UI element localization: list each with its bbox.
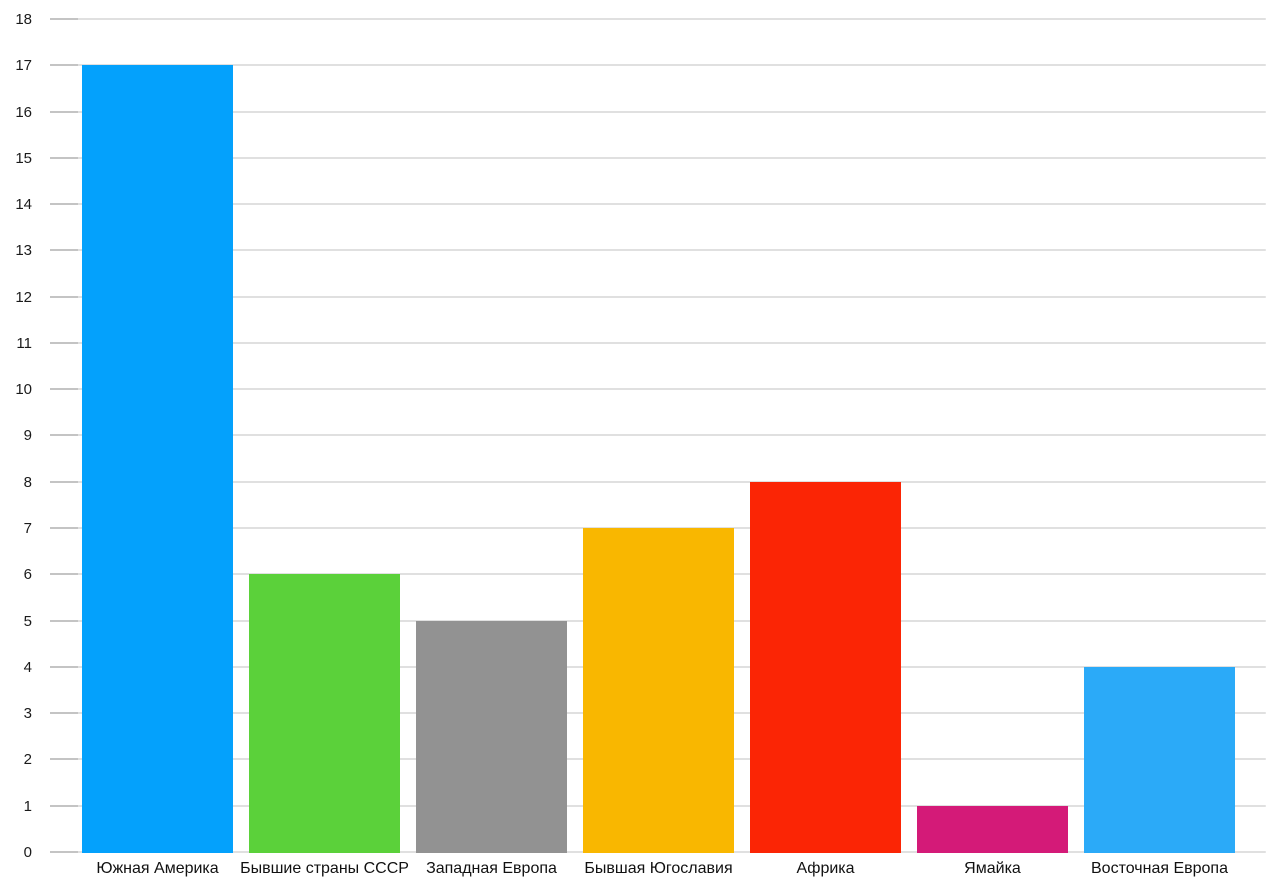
y-axis-tick-label: 15 xyxy=(15,149,32,167)
gridline-12 xyxy=(50,295,1266,298)
gridline-14 xyxy=(50,203,1266,206)
gridline-8 xyxy=(50,480,1266,483)
y-axis-tick-label: 6 xyxy=(23,566,32,584)
y-tick-2 xyxy=(50,758,78,761)
gridline-15 xyxy=(50,156,1266,159)
bar-0 xyxy=(82,65,233,853)
y-axis-tick-label: 1 xyxy=(23,797,32,815)
y-axis-tick-label: 17 xyxy=(15,57,32,75)
gridline-9 xyxy=(50,434,1266,437)
x-axis-category-label: Западная Европа xyxy=(426,860,557,877)
y-axis-tick-label: 12 xyxy=(15,288,32,306)
y-tick-3 xyxy=(50,712,78,715)
y-axis-tick-label: 4 xyxy=(23,658,32,676)
bar-6 xyxy=(1084,666,1235,853)
bar-3 xyxy=(583,528,734,853)
y-tick-1 xyxy=(50,804,78,807)
y-axis-tick-label: 3 xyxy=(23,705,32,723)
y-tick-0 xyxy=(50,851,78,853)
y-tick-17 xyxy=(50,64,78,67)
y-tick-12 xyxy=(50,295,78,298)
bar-4 xyxy=(750,481,901,853)
bar-5 xyxy=(917,805,1068,853)
y-tick-9 xyxy=(50,434,78,437)
bar-1 xyxy=(249,574,400,853)
y-tick-15 xyxy=(50,156,78,159)
y-axis-tick-label: 10 xyxy=(15,381,32,399)
y-axis-tick-label: 11 xyxy=(16,334,32,352)
y-axis-tick-label: 8 xyxy=(23,473,32,491)
y-tick-16 xyxy=(50,110,78,113)
y-tick-13 xyxy=(50,249,78,252)
gridline-17 xyxy=(50,64,1266,67)
y-tick-4 xyxy=(50,665,78,668)
x-axis-category-label: Бывшие страны СССР xyxy=(240,860,409,877)
y-axis-tick-label: 7 xyxy=(23,520,32,538)
y-tick-10 xyxy=(50,388,78,391)
y-axis-tick-label: 5 xyxy=(23,612,32,630)
y-axis-tick-label: 13 xyxy=(15,242,32,260)
y-tick-14 xyxy=(50,203,78,206)
y-axis-tick-label: 14 xyxy=(15,196,32,214)
y-tick-5 xyxy=(50,619,78,622)
x-axis-category-label: Южная Америка xyxy=(96,860,219,877)
y-tick-6 xyxy=(50,573,78,576)
bar-2 xyxy=(416,620,567,853)
x-axis-category-label: Африка xyxy=(796,860,855,877)
gridline-13 xyxy=(50,249,1266,252)
y-axis-tick-label: 16 xyxy=(15,103,32,121)
gridline-11 xyxy=(50,341,1266,344)
x-axis-category-label: Ямайка xyxy=(964,860,1021,877)
y-tick-8 xyxy=(50,480,78,483)
y-axis-tick-label: 9 xyxy=(23,427,32,445)
gridline-10 xyxy=(50,388,1266,391)
x-axis-category-label: Бывшая Югославия xyxy=(584,860,733,877)
gridline-16 xyxy=(50,110,1266,113)
y-axis-tick-label: 0 xyxy=(23,844,32,861)
gridline-18 xyxy=(50,17,1266,20)
y-tick-18 xyxy=(50,17,78,20)
y-tick-11 xyxy=(50,341,78,344)
x-axis-category-label: Восточная Европа xyxy=(1091,860,1228,877)
y-tick-7 xyxy=(50,527,78,530)
y-axis-tick-label: 2 xyxy=(23,751,32,769)
y-axis-tick-label: 18 xyxy=(15,10,32,28)
